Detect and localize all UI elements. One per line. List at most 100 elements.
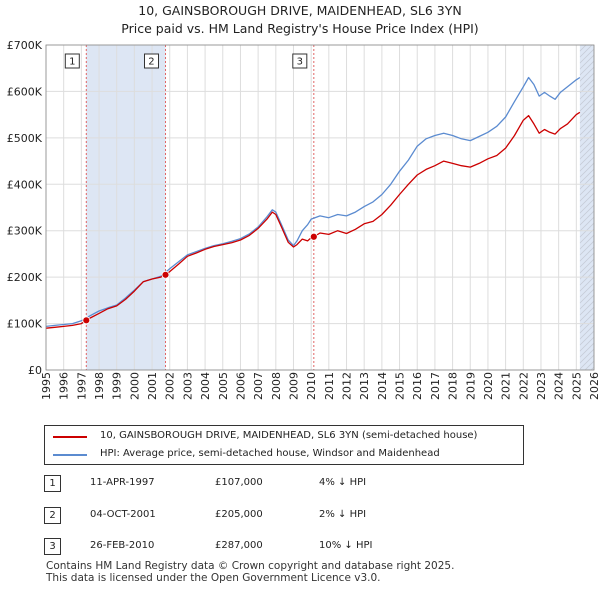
x-tick-label: 2007 — [252, 372, 265, 400]
plot-frame — [45, 44, 595, 371]
hatch-line — [590, 366, 595, 370]
y-tick-label: £600K — [7, 85, 43, 98]
hatch-line — [579, 198, 595, 214]
hatch-line — [579, 234, 595, 250]
hatch-line — [579, 306, 595, 322]
transaction-date: 11-APR-1997 — [90, 477, 155, 488]
x-tick-label: 2021 — [500, 372, 513, 400]
hatch-line — [579, 48, 595, 64]
x-tick-label: 2010 — [305, 372, 318, 400]
hatch-line — [579, 102, 595, 118]
y-tick-label: £300K — [7, 225, 43, 238]
hatch-line — [579, 342, 595, 358]
x-tick-label: 2000 — [128, 372, 141, 400]
x-tick-label: 2019 — [464, 372, 477, 400]
x-tick-label: 2001 — [146, 372, 159, 400]
hatch-line — [579, 45, 581, 46]
hatch-line — [579, 228, 595, 244]
hatch-line — [579, 108, 595, 124]
hatch-line — [579, 222, 595, 238]
hatch-line — [579, 84, 595, 100]
price-chart: 1 2 3 £0 £100K £200K £300K £400K £500K £600K £700K… — [7, 39, 600, 400]
x-tick-label: 2012 — [341, 372, 354, 400]
hatch-line — [579, 192, 595, 208]
x-tick-label: 1999 — [111, 372, 124, 400]
x-tick-label: 1998 — [93, 372, 106, 400]
hatch-line — [579, 312, 595, 328]
y-tick-label: £500K — [7, 132, 43, 145]
x-tick-label: 2004 — [199, 372, 212, 400]
y-tick-label: £200K — [7, 271, 43, 284]
hatch-line — [579, 330, 595, 346]
transaction-hpi-diff: 10% ↓ HPI — [319, 540, 373, 551]
chart-title: 10, GAINSBOROUGH DRIVE, MAIDENHEAD, SL6 … — [138, 3, 462, 18]
price-paid-line — [45, 111, 581, 329]
hatch-line — [579, 90, 595, 106]
y-tick-label: £100K — [7, 318, 43, 331]
x-tick-label: 2016 — [411, 372, 424, 400]
transaction-label-box — [143, 53, 159, 69]
hatch-line — [579, 324, 595, 340]
x-tick-label: 2018 — [447, 372, 460, 400]
hatch-line — [579, 144, 595, 160]
y-tick-label: £0 — [28, 364, 42, 377]
hatch-line — [579, 60, 595, 76]
footer-licence: This data is licensed under the Open Gov… — [46, 572, 381, 584]
x-tick-label: 2003 — [181, 372, 194, 400]
hatch-line — [579, 288, 595, 304]
hatch-line — [579, 180, 595, 196]
footer-copyright: Contains HM Land Registry data © Crown c… — [46, 560, 455, 572]
hatch-line — [579, 156, 595, 172]
transaction-price: £205,000 — [215, 509, 263, 520]
hatch-line — [579, 114, 595, 130]
transaction-hpi-diff: 2% ↓ HPI — [319, 509, 367, 520]
hatch-line — [579, 96, 595, 112]
x-tick-label: 2015 — [394, 372, 407, 400]
x-tick-label: 2022 — [517, 372, 530, 400]
legend-swatch-hpi — [53, 454, 87, 456]
hatch-line — [579, 210, 595, 226]
hatch-line — [579, 174, 595, 190]
transaction-number: 1 — [44, 475, 61, 492]
hatch-line — [579, 72, 595, 88]
table-row: 1 11-APR-1997 £107,000 4% ↓ HPI — [44, 474, 584, 494]
legend-label-price-paid: 10, GAINSBOROUGH DRIVE, MAIDENHEAD, SL6 … — [100, 430, 478, 441]
x-tick-label: 2008 — [270, 372, 283, 400]
x-tick-label: 1997 — [75, 372, 88, 400]
x-tick-label: 2024 — [553, 372, 566, 400]
hatch-line — [584, 360, 595, 370]
hatch-line — [579, 348, 595, 364]
hatch-line — [579, 240, 595, 256]
transaction-label: 1 — [69, 57, 75, 68]
hatch-line — [579, 204, 595, 220]
transaction-date: 26-FEB-2010 — [90, 540, 155, 551]
hatch-line — [579, 270, 595, 286]
table-row: 2 04-OCT-2001 £205,000 2% ↓ HPI — [44, 506, 584, 526]
y-tick-label: £700K — [7, 39, 43, 52]
legend-label-hpi: HPI: Average price, semi-detached house,… — [100, 448, 440, 459]
hatch-line — [579, 168, 595, 184]
hatch-line — [579, 138, 595, 154]
x-tick-label: 1995 — [40, 372, 53, 400]
y-tick-label: £400K — [7, 178, 43, 191]
table-row: 3 26-FEB-2010 £287,000 10% ↓ HPI — [44, 537, 584, 557]
hatch-line — [579, 246, 595, 262]
x-tick-label: 2005 — [217, 372, 230, 400]
x-tick-label: 2023 — [535, 372, 548, 400]
hatch-line — [579, 294, 595, 310]
x-tick-label: 2017 — [429, 372, 442, 400]
transaction-date: 04-OCT-2001 — [90, 509, 156, 520]
hatch-line — [579, 354, 595, 370]
transaction-label: 3 — [297, 57, 303, 68]
hatch-line — [579, 318, 595, 334]
hatch-line — [579, 120, 595, 136]
transaction-hpi-diff: 4% ↓ HPI — [319, 477, 367, 488]
shaded-range — [86, 45, 166, 370]
legend-item-hpi: HPI: Average price, semi-detached house,… — [45, 446, 523, 464]
hatch-line — [579, 336, 595, 352]
chart-subtitle: Price paid vs. HM Land Registry's House … — [121, 21, 479, 36]
x-tick-label: 2006 — [234, 372, 247, 400]
hatch-line — [579, 162, 595, 178]
x-tick-label: 2013 — [358, 372, 371, 400]
x-tick-label: 2011 — [323, 372, 336, 400]
